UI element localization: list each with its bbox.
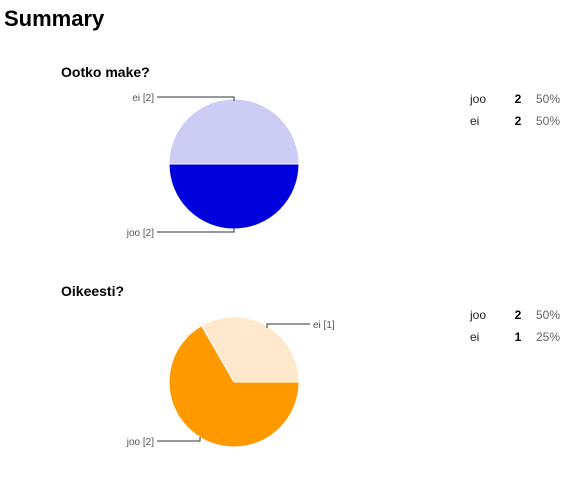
legend-count: 1 (514, 330, 522, 344)
leader-line (266, 323, 310, 328)
question-title: Oikeesti? (61, 283, 125, 299)
pie-slice (168, 163, 300, 230)
legend-percent: 50% (536, 92, 561, 106)
leader-line (157, 96, 235, 101)
legend-count: 2 (514, 308, 522, 322)
legend-percent: 50% (536, 114, 561, 128)
legend-row: joo 2 50% (470, 306, 584, 328)
legend-row: ei 2 50% (470, 112, 584, 134)
slice-label: ei [1] (313, 320, 335, 331)
pie-slice (168, 325, 300, 448)
legend-option: joo (470, 308, 487, 322)
pie-chart: ei [1] joo [2] (126, 316, 335, 448)
legend-percent: 50% (536, 308, 561, 322)
legend-option: ei (470, 330, 480, 344)
legend-count: 2 (514, 92, 522, 106)
response-legend: joo 2 50% ei 1 25% (470, 306, 584, 350)
leader-line (157, 228, 235, 233)
question-title: Ootko make? (61, 64, 150, 80)
legend-row: joo 2 50% (470, 90, 584, 112)
legend-count: 2 (514, 114, 522, 128)
response-legend: joo 2 50% ei 2 50% (470, 90, 584, 134)
legend-option: joo (470, 92, 487, 106)
pie-slice (200, 316, 300, 383)
slice-label: joo [2] (126, 437, 154, 448)
pie-slice (168, 98, 300, 165)
slice-label: joo [2] (126, 228, 154, 239)
legend-percent: 25% (536, 330, 561, 344)
slice-label: ei [2] (132, 93, 154, 104)
leader-line (157, 437, 201, 442)
legend-row: ei 1 25% (470, 328, 584, 350)
legend-option: ei (470, 114, 480, 128)
pie-chart: ei [2] joo [2] (126, 93, 300, 239)
page-title: Summary (4, 6, 105, 31)
